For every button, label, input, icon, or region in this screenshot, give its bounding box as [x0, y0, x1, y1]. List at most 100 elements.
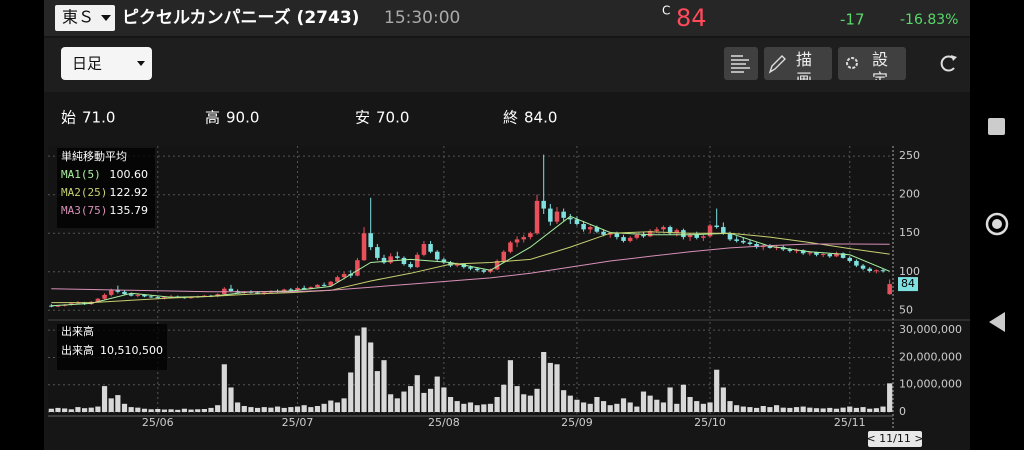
volume-bar: [554, 364, 560, 412]
volume-bar: [374, 371, 380, 412]
volume-bar: [361, 327, 367, 412]
volume-bar: [328, 400, 334, 412]
refresh-icon[interactable]: [940, 55, 955, 72]
volume-bar: [68, 409, 74, 412]
candle-body: [375, 247, 380, 258]
y-tick-label: 30,000,000: [899, 323, 962, 336]
candle-body: [581, 223, 586, 230]
candle-body: [421, 244, 427, 255]
dropdown-arrow: [137, 61, 145, 66]
volume-bar: [388, 394, 394, 412]
volume-bar: [81, 408, 88, 412]
y-tick-label: 10,000,000: [899, 378, 962, 391]
volume-bar: [274, 406, 281, 412]
date-nav[interactable]: [868, 431, 922, 447]
volume-bar: [261, 407, 267, 412]
candle-body: [674, 230, 680, 234]
candle-body: [508, 242, 513, 252]
refresh-arrow: [951, 55, 957, 61]
volume-bar: [813, 408, 820, 412]
market: 東Ｓ: [62, 8, 94, 27]
volume-bar: [487, 403, 494, 412]
candle-body: [501, 251, 507, 261]
market-selector[interactable]: [55, 5, 115, 31]
volume-bar: [121, 403, 128, 412]
candle-body: [701, 236, 706, 238]
home[interactable]: [985, 212, 1009, 236]
period-selector[interactable]: [61, 47, 152, 80]
x-tick-label: 25/06: [142, 416, 174, 429]
volume-bar: [873, 408, 879, 412]
candle-body: [847, 257, 853, 261]
candle-body: [108, 290, 114, 295]
y-tick-label: 0: [899, 405, 906, 418]
volume-bar: [521, 394, 527, 412]
candle-body: [514, 239, 520, 243]
volume-bar: [620, 398, 627, 412]
candle-body: [315, 284, 320, 288]
candle-body: [355, 260, 360, 276]
volume-bar: [248, 407, 254, 412]
candle-body: [654, 229, 660, 231]
volume-bar: [401, 391, 407, 412]
volume-bar: [441, 387, 447, 412]
candle-body: [721, 227, 726, 234]
volume-bar: [394, 398, 400, 412]
settings-button[interactable]: [838, 47, 906, 80]
candle-body: [787, 249, 793, 251]
settings-label: 設定: [872, 50, 889, 89]
price: 84: [676, 4, 707, 32]
candle-body: [614, 233, 620, 238]
candle-body: [474, 268, 480, 271]
volume-bar: [567, 395, 573, 412]
volume-bar: [594, 397, 600, 412]
volume-bar: [175, 409, 181, 412]
volume-bar: [654, 399, 660, 412]
candle-body: [594, 227, 600, 232]
draw-button[interactable]: [764, 47, 832, 80]
volume-bar: [408, 386, 414, 412]
volume-bar: [161, 409, 168, 412]
volume-bar: [754, 407, 760, 412]
volume-bar: [254, 407, 261, 412]
candle-body: [415, 254, 420, 268]
candle-body: [55, 305, 61, 307]
volume-bar: [341, 398, 347, 412]
candle-body: [874, 270, 879, 272]
volume-bar: [301, 405, 307, 412]
volume-bar: [780, 407, 786, 412]
dropdown-arrow: [101, 15, 111, 21]
volume-bar: [235, 402, 241, 412]
candle-body: [588, 227, 593, 230]
volume-bar: [687, 397, 693, 412]
volume-bar: [241, 406, 247, 412]
candle-body: [295, 287, 300, 291]
candle-body: [441, 259, 447, 263]
candle-body: [481, 270, 487, 272]
candle-body: [395, 256, 400, 258]
volume-bar: [734, 405, 740, 412]
volume-bar: [634, 406, 640, 412]
candle-body: [461, 264, 467, 268]
candle-body: [428, 244, 433, 252]
candle-body: [607, 233, 613, 235]
volume-bar: [308, 407, 314, 412]
volume-bar: [607, 405, 613, 412]
x-tick-label: 25/07: [282, 416, 314, 429]
legend-label: 出来高: [61, 343, 94, 357]
volume-bar: [221, 364, 227, 412]
recent-apps[interactable]: [988, 118, 1005, 135]
indicator-icon: [731, 55, 750, 73]
volume-bar: [215, 405, 221, 412]
volume-bar: [534, 388, 540, 412]
back[interactable]: [989, 312, 1005, 332]
candle-body: [135, 294, 141, 296]
ohlc-label: 始: [61, 109, 76, 127]
ohlc-label: 高: [205, 109, 220, 127]
volume-bar: [95, 406, 101, 412]
chart-layer: 始 71.0 高 90.0 安 70.0 終 84.0 50 100 150 200 250 単純移動平均…: [48, 109, 962, 429]
candle-body: [647, 230, 653, 237]
volume-bar: [574, 399, 580, 412]
candle-body: [95, 298, 101, 302]
y-tick-label: 150: [899, 226, 920, 239]
